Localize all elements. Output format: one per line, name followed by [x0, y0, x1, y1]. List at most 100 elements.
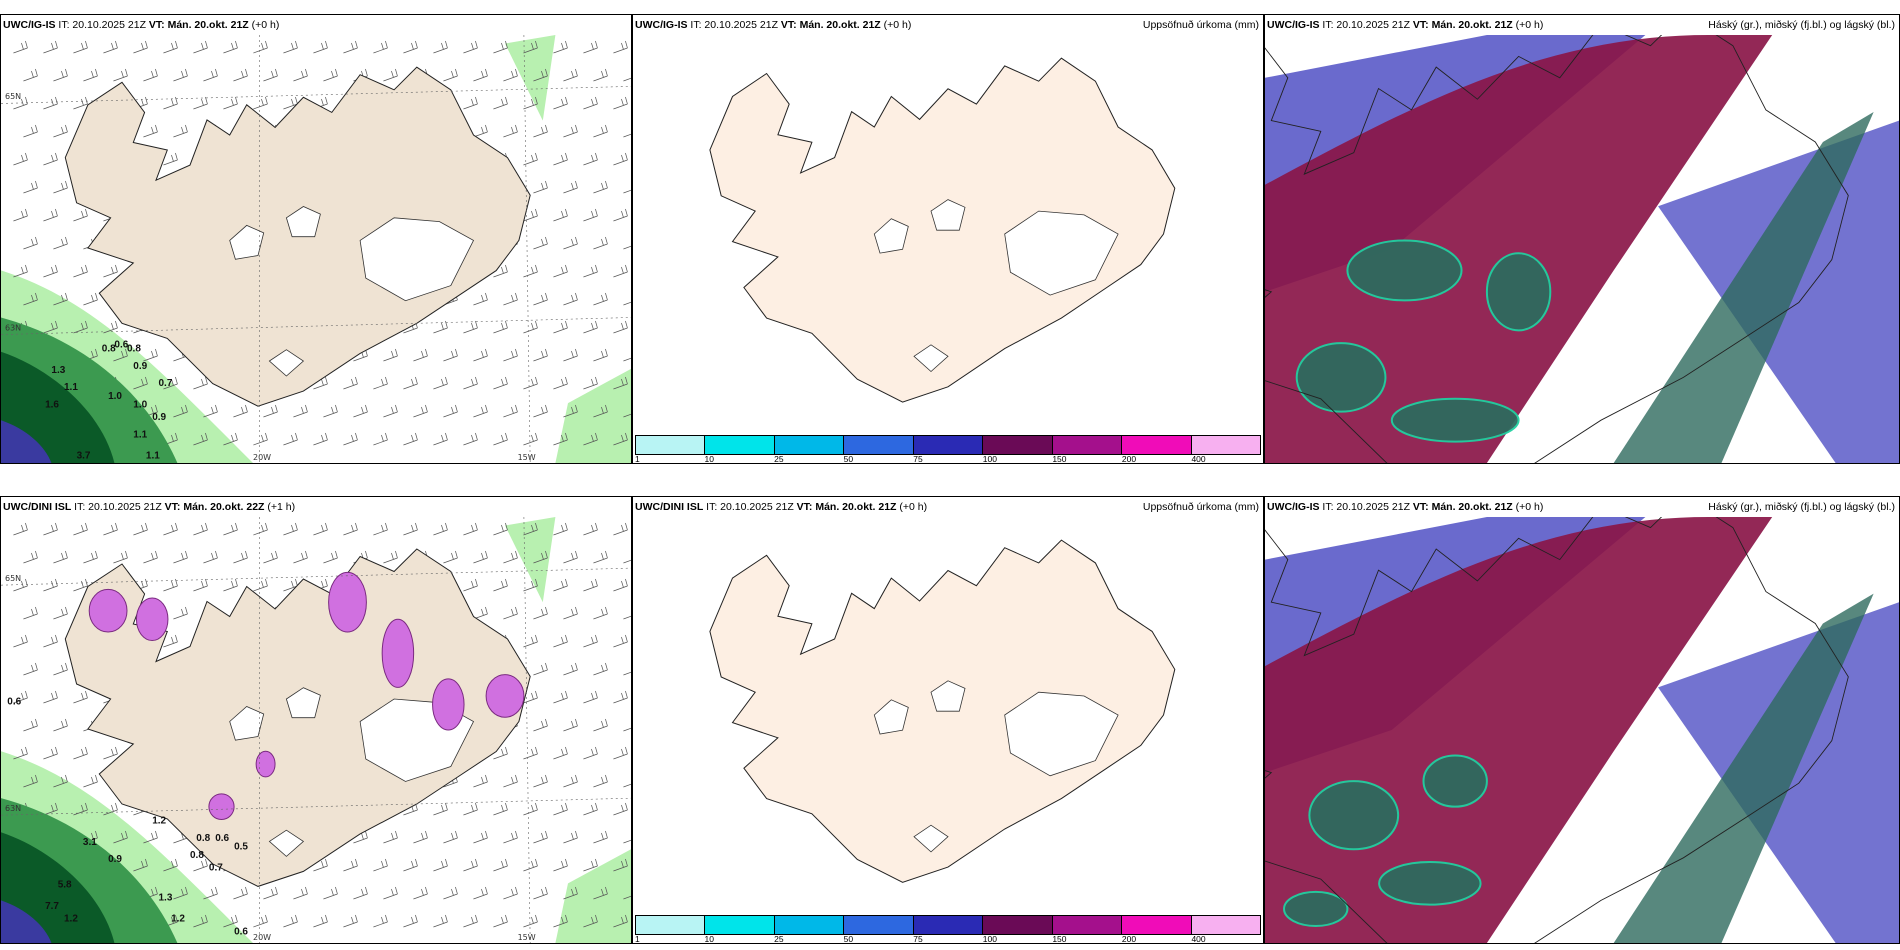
colorbar-tick-label: 50: [843, 454, 854, 464]
accum-precip-map[interactable]: [633, 35, 1263, 433]
wind-barb: [503, 124, 518, 138]
high-cloud-area: [1265, 35, 1773, 463]
panel-clouds-dini: UWC/IG-IS IT: 20.10.2025 21Z VT: Mán. 20…: [1264, 496, 1900, 944]
wind-barb: [193, 914, 208, 928]
wind-barb: [563, 292, 578, 306]
wind-barb: [583, 802, 598, 816]
wind-barb: [353, 830, 368, 844]
wind-barb: [613, 264, 628, 278]
axis-label: 15W: [518, 453, 536, 462]
wind-barb: [163, 522, 178, 536]
wind-barb: [413, 348, 428, 362]
colorbar-swatch: [705, 436, 775, 454]
wind-barb: [53, 550, 68, 564]
wind-barb: [173, 124, 188, 138]
wind-barb: [623, 133, 631, 138]
colorbar-tick-label: 1: [635, 934, 640, 944]
precip-dark-area: [1, 832, 115, 943]
precip-value-label: 0.9: [133, 361, 147, 372]
wind-barb: [193, 578, 208, 592]
model-name: UWC/IG-IS: [635, 19, 688, 31]
precip-light-area: [555, 368, 631, 463]
axis-label: 20W: [253, 933, 271, 942]
wind-barb: [583, 96, 598, 110]
wind-barb: [623, 559, 631, 564]
wind-barb: [343, 914, 358, 928]
wind-barb: [133, 858, 148, 872]
colorbar-ticks: 1 10 25 50 75 100 150 200 400: [635, 454, 1261, 464]
precip-value-label: 0.8: [196, 833, 210, 844]
wind-barb: [583, 320, 598, 334]
wind-barb: [613, 690, 628, 704]
wind-barb: [403, 40, 418, 54]
colorbar-tick-label: 150: [1052, 934, 1067, 944]
wind-barb: [613, 432, 628, 446]
wind-barb: [223, 96, 238, 110]
wind-barb: [623, 671, 631, 676]
wind-barb: [413, 830, 428, 844]
colorbar-tick-label: 200: [1121, 934, 1137, 944]
wind-precip-map[interactable]: 20W 15W 65N 63N 0.8 0.6 0.8 0.9 1.3 1.1 1.0 0.7 1.6 1…: [1, 35, 631, 463]
wind-barb: [383, 348, 398, 362]
mid-cloud-area: [1378, 861, 1482, 906]
snow-shower-area: [485, 674, 525, 718]
wind-barb: [43, 264, 58, 278]
wind-barb: [623, 413, 631, 418]
glacier-area: [913, 824, 949, 853]
wind-barb: [583, 746, 598, 760]
wind-barb: [263, 68, 278, 82]
colorbar-swatches: [635, 435, 1261, 455]
wind-barb: [323, 550, 338, 564]
wind-barb: [503, 606, 518, 620]
cloud-cover-map[interactable]: [1265, 35, 1899, 463]
colorbar-tick-label: 100: [982, 934, 997, 944]
wind-barb: [13, 40, 28, 54]
wind-barb: [283, 578, 298, 592]
parallel-line: [1, 317, 631, 335]
lead-time: (+0 h): [251, 19, 280, 31]
precip-value-label: 1.2: [152, 816, 166, 827]
wind-barb: [163, 40, 178, 54]
colorbar-swatch: [1052, 916, 1123, 934]
wind-barb: [593, 662, 608, 676]
precip-value-label: 0.6: [215, 833, 229, 844]
cloud-cover-map[interactable]: [1265, 517, 1899, 943]
wind-barb: [133, 522, 148, 536]
wind-precip-map[interactable]: 20W 15W 65N 63N 0.6 3.1 0.8 0.7 0.5 5.8 7.7 1.2 1.2 0…: [1, 517, 631, 943]
wind-barb: [493, 264, 508, 278]
wind-barb: [533, 774, 548, 788]
wind-barb: [583, 432, 598, 446]
panel-header: UWC/DINI ISL IT: 20.10.2025 21Z VT: Mán.…: [633, 497, 1263, 517]
wind-barb: [613, 578, 628, 592]
wind-barb: [503, 774, 518, 788]
wind-barb: [383, 550, 398, 564]
wind-barb: [593, 68, 608, 82]
wind-barb: [443, 830, 458, 844]
parallel-line: [1, 567, 631, 586]
high-cloud-area: [1265, 517, 1773, 943]
glacier-area: [229, 224, 265, 260]
glacier-area: [1004, 691, 1119, 777]
wind-barb: [563, 180, 578, 194]
precip-value-label: 1.6: [45, 399, 59, 410]
glacier-area: [873, 699, 909, 735]
wind-barb: [143, 124, 158, 138]
accum-precip-map[interactable]: [633, 517, 1263, 913]
wind-barb: [463, 858, 478, 872]
lead-time: (+0 h): [1515, 501, 1544, 513]
wind-barb: [143, 348, 158, 362]
wind-barb: [493, 376, 508, 390]
wind-barb: [553, 914, 568, 928]
wind-barb: [553, 746, 568, 760]
wind-barb: [263, 886, 278, 900]
colorbar-swatch: [1122, 916, 1192, 934]
colorbar-swatch: [983, 916, 1053, 934]
wind-barb: [163, 96, 178, 110]
glacier-area: [268, 349, 305, 377]
valid-time-label: VT:: [780, 19, 797, 31]
wind-barb: [73, 264, 88, 278]
wind-barb: [383, 404, 398, 418]
wind-barb: [563, 718, 578, 732]
colorbar-swatch: [774, 916, 845, 934]
wind-barb: [623, 245, 631, 250]
